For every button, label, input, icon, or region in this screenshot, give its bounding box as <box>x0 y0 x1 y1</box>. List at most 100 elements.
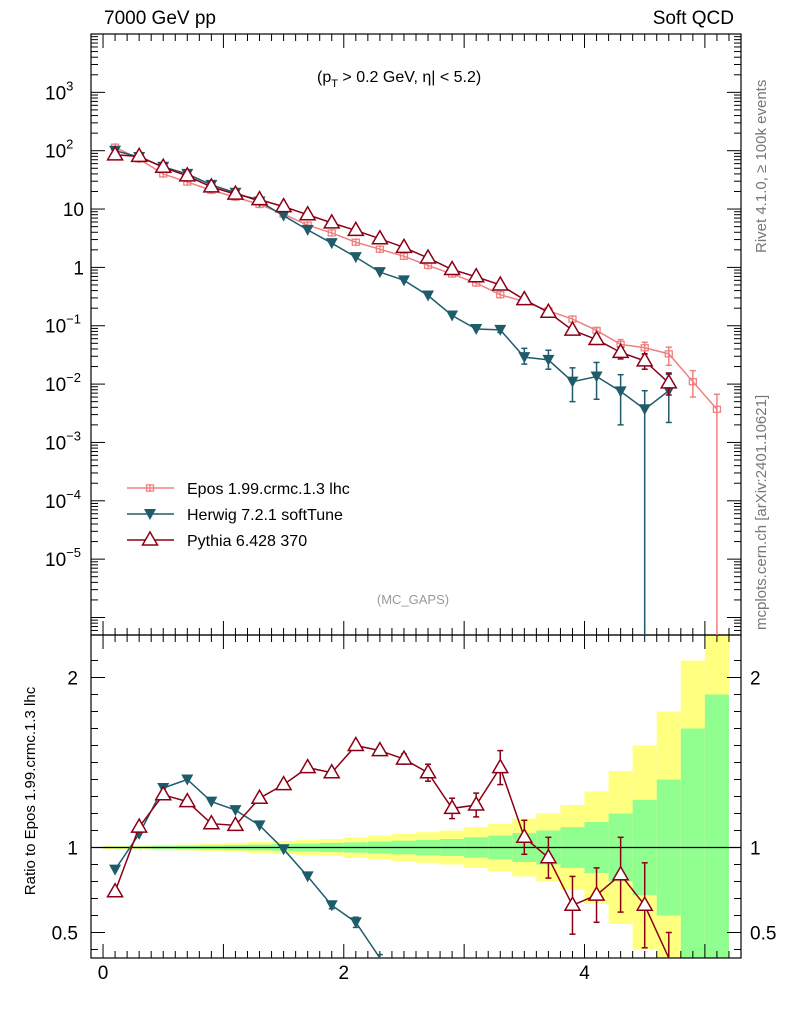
data-point <box>325 238 338 250</box>
legend-pythia-label: Pythia 6.428 370 <box>187 533 307 550</box>
header-right-title: Soft QCD <box>652 8 734 29</box>
ratio-point <box>395 749 413 765</box>
ratio-point <box>301 871 314 883</box>
ratio-point <box>515 827 534 844</box>
x-tick-label: 0 <box>98 963 109 984</box>
main-series-0 <box>110 143 722 635</box>
ratio-uncertainty-bands <box>103 635 729 958</box>
data-point <box>611 342 630 359</box>
ratio-point <box>106 882 124 898</box>
band-green <box>680 728 705 958</box>
data-point <box>496 290 505 299</box>
data-point <box>542 354 555 366</box>
data-point <box>301 224 314 236</box>
data-point <box>566 376 579 388</box>
data-point <box>470 323 483 335</box>
y-tick-label: 102 <box>45 137 73 163</box>
ratio-point <box>325 900 338 912</box>
data-point <box>130 146 148 163</box>
data-point <box>419 248 437 264</box>
main-series-2 <box>106 145 678 396</box>
data-point <box>563 320 582 336</box>
y-tick-label: 10−5 <box>45 545 81 571</box>
y-tick-label: 10−2 <box>45 370 81 396</box>
data-point <box>640 343 649 352</box>
main-series-1 <box>109 145 675 635</box>
data-point <box>274 197 293 213</box>
data-point <box>375 245 385 254</box>
series-line <box>114 149 670 411</box>
series-line <box>115 154 670 384</box>
legend-epos-label: Epos 1.99.crmc.1.3 lhc <box>187 481 350 498</box>
ratio-point <box>277 844 290 856</box>
ratio-series-0 <box>109 774 383 959</box>
legend-epos-marker <box>145 484 155 492</box>
data-point <box>515 290 534 306</box>
ratio-point <box>205 796 218 808</box>
data-point <box>443 260 461 276</box>
data-point <box>446 310 459 322</box>
analysis-tag: (MC_GAPS) <box>377 592 449 607</box>
data-point <box>467 267 485 283</box>
ratio-point <box>181 774 194 786</box>
ratio-point <box>443 798 461 815</box>
data-point <box>587 330 606 346</box>
data-point <box>659 373 678 389</box>
ratio-y-tick-label-right: 2 <box>750 669 761 690</box>
band-green <box>704 694 729 958</box>
data-point <box>688 377 698 386</box>
ratio-point <box>539 848 558 864</box>
ratio-point <box>178 792 197 808</box>
data-point <box>298 205 317 221</box>
data-point <box>397 275 410 287</box>
ratio-point <box>587 885 606 901</box>
data-point <box>226 184 245 200</box>
ratio-point <box>322 763 341 779</box>
ratio-point <box>130 817 148 833</box>
legend-pythia-marker <box>141 530 159 546</box>
ratio-point <box>229 805 242 817</box>
data-point <box>614 386 627 398</box>
data-point <box>371 229 389 245</box>
data-point <box>277 210 290 222</box>
data-point <box>154 157 173 174</box>
data-point <box>250 190 269 206</box>
main-y-ticks <box>91 33 741 631</box>
ratio-point <box>298 758 317 774</box>
ratio-point <box>226 815 245 832</box>
ratio-series-1 <box>106 735 672 959</box>
data-point <box>351 238 360 247</box>
data-point <box>349 252 362 264</box>
ratio-point <box>347 735 365 752</box>
legend: Epos 1.99.crmc.1.3 lhc Herwig 7.2.1 soft… <box>127 481 350 550</box>
data-point <box>590 371 603 383</box>
data-point <box>491 275 510 291</box>
data-point <box>712 405 722 414</box>
y-tick-label: 10 <box>63 200 84 221</box>
ratio-point <box>274 775 293 791</box>
data-point <box>539 302 558 319</box>
data-point <box>664 349 673 358</box>
legend-herwig-marker <box>144 509 156 520</box>
ratio-point <box>371 741 389 757</box>
data-point <box>399 252 409 261</box>
ratio-point <box>635 895 654 912</box>
data-point <box>202 177 221 193</box>
data-point <box>638 404 651 416</box>
ratio-point <box>253 820 266 832</box>
ratio-point <box>563 895 582 912</box>
data-point <box>347 220 365 237</box>
data-point <box>395 237 413 254</box>
y-tick-label: 10−3 <box>45 428 81 454</box>
x-tick-label: 4 <box>579 963 590 984</box>
legend-herwig-label: Herwig 7.2.1 softTune <box>187 507 343 524</box>
ratio-point <box>202 814 221 830</box>
y-tick-label: 103 <box>45 78 73 104</box>
ratio-point <box>349 917 362 929</box>
ratio-point <box>109 864 122 876</box>
main-title: (pT > 0.2 GeV, η| < 5.2) <box>317 69 481 90</box>
ratio-point <box>491 758 510 774</box>
data-point <box>518 352 531 364</box>
